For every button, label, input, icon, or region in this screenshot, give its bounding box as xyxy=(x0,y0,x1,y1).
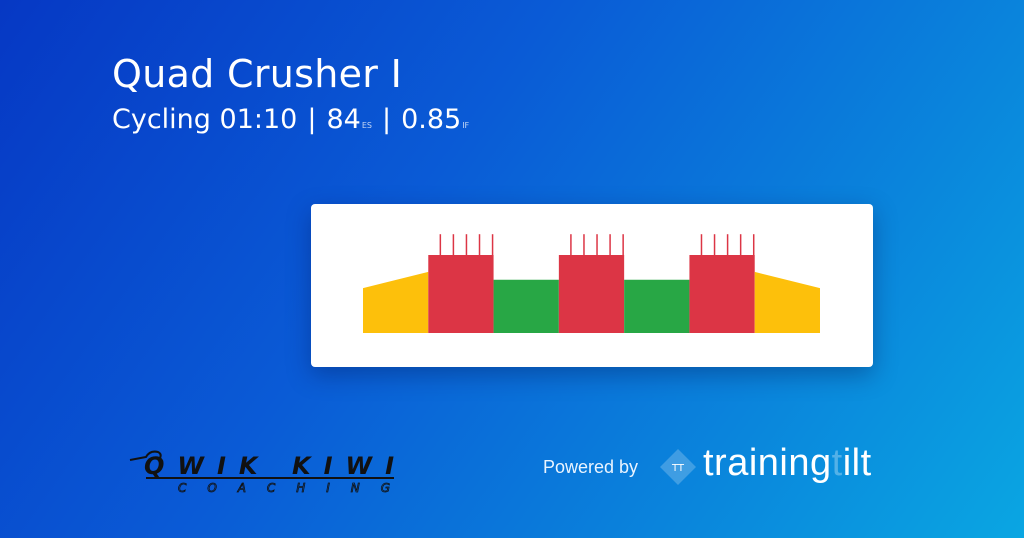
svg-text:QWIK KIWI: QWIK KIWI xyxy=(144,452,394,480)
workout-profile-chart xyxy=(363,234,820,333)
es-label: ES xyxy=(361,121,372,130)
svg-text:TT: TT xyxy=(671,463,685,474)
trainingtilt-wordmark: trainingtilt xyxy=(703,442,872,484)
svg-text:COACHING: COACHING xyxy=(178,481,390,494)
trainingtilt-diamond-icon: TT xyxy=(660,449,696,485)
if-label: IF xyxy=(462,121,470,130)
workout-title: Quad Crusher I xyxy=(112,52,403,96)
sport: Cycling xyxy=(112,104,211,135)
qwik-kiwi-coaching-logo: QWIK KIWI COACHING xyxy=(129,450,394,494)
duration: 01:10 xyxy=(219,104,298,135)
segment-work xyxy=(558,255,625,333)
segment-recovery xyxy=(493,279,559,333)
if-value: 0.85 xyxy=(401,104,462,135)
segment-warmup xyxy=(363,271,429,333)
segment-recovery xyxy=(624,279,690,333)
es-value: 84 xyxy=(326,104,361,135)
separator: | xyxy=(381,104,392,135)
separator: | xyxy=(307,104,317,135)
powered-by-label: Powered by xyxy=(543,457,639,477)
workout-profile-card xyxy=(311,204,873,367)
segment-warmup xyxy=(754,271,820,333)
workout-summary: Cycling 01:10 | 84ES | 0.85IF xyxy=(112,104,469,135)
segment-work xyxy=(689,255,755,333)
segment-work xyxy=(428,255,494,333)
